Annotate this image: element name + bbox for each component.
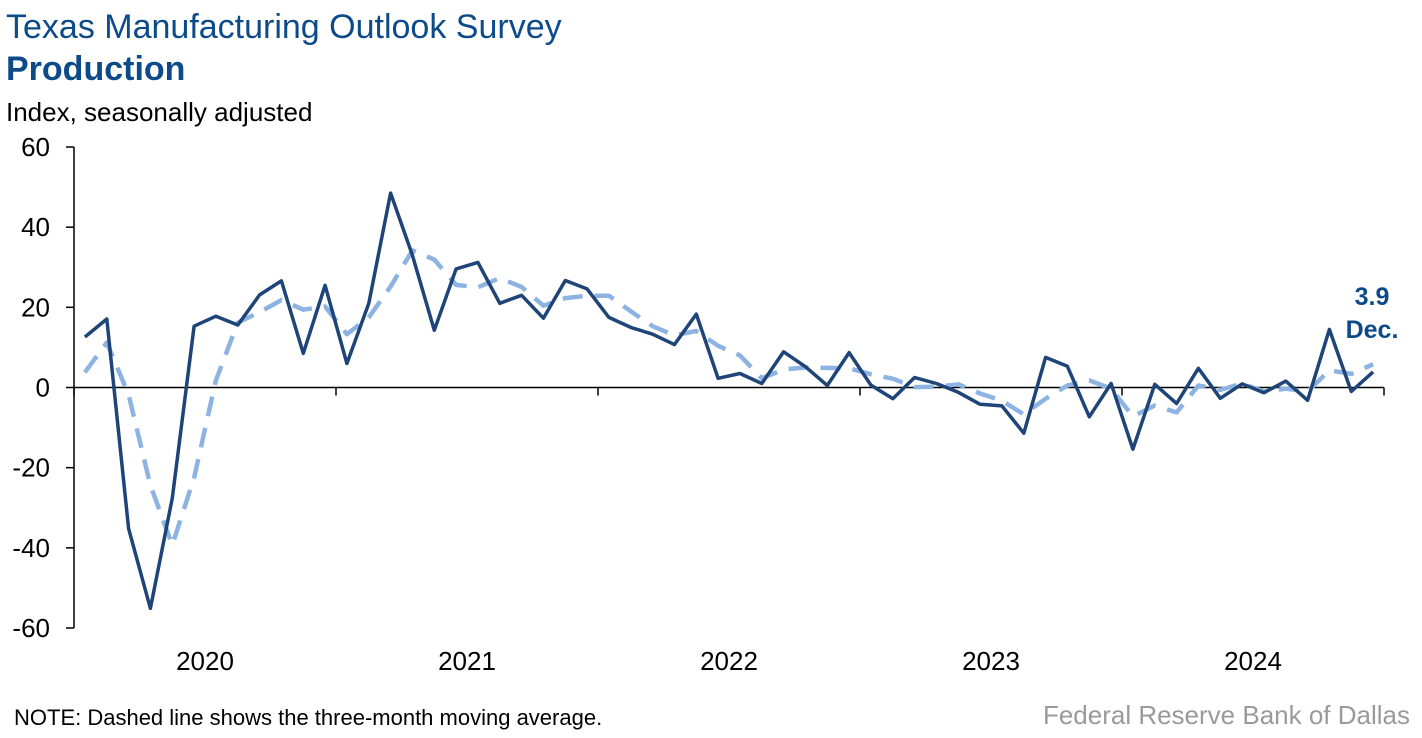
moving-average-line (83, 248, 1375, 548)
y-tick-label: 20 (21, 292, 50, 322)
source-credit: Federal Reserve Bank of Dallas (1042, 700, 1410, 730)
chart-subtitle: Production (6, 50, 186, 88)
footnote: NOTE: Dashed line shows the three-month … (14, 705, 603, 730)
x-tick-label: 2022 (700, 646, 758, 676)
y-tick-label: 40 (21, 212, 50, 242)
y-tick-label: -60 (12, 613, 50, 643)
x-tick-label: 2020 (176, 646, 234, 676)
last-value-annotation: 3.9 (1355, 283, 1390, 311)
y-tick-label: -20 (12, 453, 50, 483)
y-tick-label: 0 (36, 373, 50, 403)
last-month-annotation: Dec. (1346, 316, 1399, 344)
y-tick-label: -40 (12, 533, 50, 563)
y-axis-label: Index, seasonally adjusted (6, 97, 313, 127)
x-tick-label: 2021 (438, 646, 496, 676)
y-tick-label: 60 (21, 132, 50, 162)
x-tick-label: 2024 (1224, 646, 1282, 676)
series-layer (83, 191, 1375, 611)
chart-title: Texas Manufacturing Outlook Survey (6, 8, 562, 46)
x-tick-label: 2023 (962, 646, 1020, 676)
production-index-line (83, 191, 1375, 611)
axes: 60 40 20 0 -20 -40 -60 2020 2021 2022 2023 2024 (12, 132, 1385, 676)
